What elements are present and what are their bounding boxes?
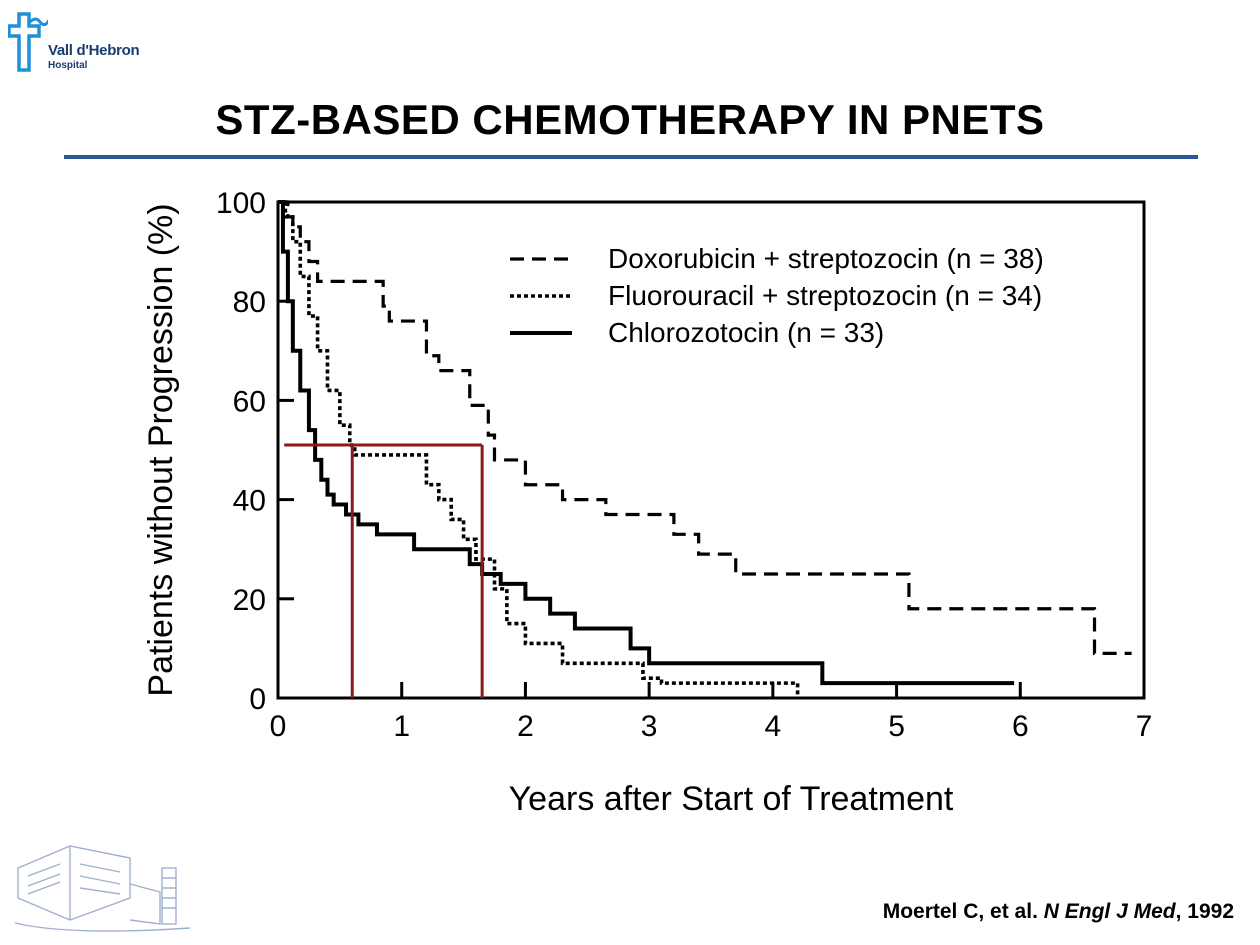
y-axis-label: Patients without Progression (%) xyxy=(142,203,180,696)
legend-entry: Chlorozotocin (n = 33) xyxy=(608,317,884,348)
x-tick-label: 7 xyxy=(1136,710,1153,743)
x-tick-label: 6 xyxy=(1012,710,1029,743)
logo-subtitle: Hospital xyxy=(48,60,88,71)
cross-logo-icon xyxy=(7,12,51,72)
citation-authors: Moertel C, et al. xyxy=(882,900,1044,923)
citation: Moertel C, et al. N Engl J Med, 1992 xyxy=(883,900,1234,924)
y-tick-label: 20 xyxy=(233,584,266,617)
logo-name: Vall d'Hebron xyxy=(48,42,140,59)
legend-entry: Fluorouracil + streptozocin (n = 34) xyxy=(608,280,1042,311)
x-axis-label: Years after Start of Treatment xyxy=(509,780,954,818)
y-tick-label: 60 xyxy=(233,385,266,418)
x-tick-label: 5 xyxy=(888,710,905,743)
x-tick-label: 3 xyxy=(641,710,658,743)
hospital-building-sketch xyxy=(14,845,191,932)
y-tick-label: 100 xyxy=(216,187,266,220)
x-tick-label: 0 xyxy=(270,710,287,743)
hospital-logo: Vall d'Hebron Hospital xyxy=(7,12,178,74)
title-divider xyxy=(64,155,1198,159)
citation-journal: N Engl J Med xyxy=(1043,900,1176,923)
series-line-2 xyxy=(278,200,800,698)
x-tick-label: 1 xyxy=(393,710,410,743)
legend-entry: Doxorubicin + streptozocin (n = 38) xyxy=(608,243,1044,274)
y-tick-label: 0 xyxy=(249,683,266,716)
survival-chart: 0 1 2 3 4 5 6 7 0 20 40 60 80 100 Years after Start of… xyxy=(142,187,1153,818)
x-tick-label: 4 xyxy=(765,710,782,743)
citation-year: , 1992 xyxy=(1175,900,1234,923)
page-title: STZ-BASED CHEMOTHERAPY IN PNETS xyxy=(215,96,1045,143)
y-tick-label: 40 xyxy=(233,485,266,518)
x-tick-label: 2 xyxy=(517,710,534,743)
series-line-3 xyxy=(278,200,1015,686)
y-tick-label: 80 xyxy=(233,286,266,319)
series-line-1 xyxy=(278,200,1132,655)
plot-frame xyxy=(276,200,1146,700)
